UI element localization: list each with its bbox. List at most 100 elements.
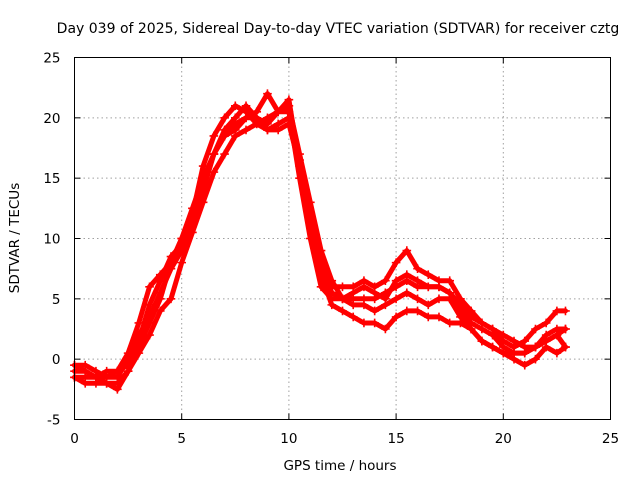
data-point — [231, 119, 240, 129]
data-point — [209, 149, 219, 159]
data-point — [391, 294, 401, 304]
data-point — [381, 300, 390, 310]
x-tick-label: 15 — [388, 431, 405, 447]
data-point — [241, 101, 251, 111]
data-point — [413, 282, 422, 292]
data-point — [499, 342, 508, 352]
data-point — [423, 312, 433, 322]
y-tick-label: 10 — [43, 232, 60, 248]
x-tick-label: 25 — [602, 431, 619, 447]
data-point — [381, 288, 390, 298]
data-point — [434, 282, 444, 292]
data-point — [541, 330, 551, 340]
data-point — [252, 119, 262, 129]
data-point — [413, 294, 422, 304]
data-point — [241, 125, 251, 135]
data-point — [499, 330, 508, 340]
data-point — [80, 366, 90, 376]
data-point — [273, 107, 283, 117]
data-point — [155, 276, 165, 286]
data-point — [552, 348, 562, 358]
data-point — [477, 336, 487, 346]
data-point — [466, 318, 476, 328]
data-point — [561, 324, 570, 334]
data-point — [370, 306, 379, 316]
series-group — [70, 89, 570, 394]
data-point — [198, 161, 208, 171]
data-point — [445, 276, 454, 286]
x-tick-label: 5 — [177, 431, 186, 447]
data-point — [456, 306, 465, 316]
y-axis-label: SDTVAR / TECUs — [7, 183, 23, 293]
data-point — [348, 312, 358, 322]
data-point — [391, 282, 401, 292]
data-point — [209, 167, 219, 177]
y-tick-label: -5 — [47, 413, 60, 429]
data-point — [306, 234, 315, 243]
data-point — [423, 282, 433, 292]
data-point — [327, 294, 337, 304]
data-point — [145, 330, 154, 340]
data-point — [509, 348, 519, 358]
data-point — [520, 348, 530, 358]
data-point — [295, 173, 304, 183]
data-point — [552, 324, 562, 334]
data-point — [413, 264, 422, 273]
data-point — [316, 282, 326, 292]
data-point — [338, 306, 347, 316]
data-point — [123, 366, 133, 376]
data-point — [123, 354, 133, 364]
data-point — [134, 318, 144, 328]
chart-title: Day 039 of 2025, Sidereal Day-to-day VTE… — [57, 21, 620, 37]
data-point — [359, 294, 369, 304]
data-point — [220, 113, 229, 123]
data-point — [284, 107, 294, 117]
data-point — [220, 131, 229, 141]
data-point — [113, 372, 122, 382]
data-point — [252, 107, 262, 117]
data-point — [370, 294, 379, 304]
data-point — [531, 324, 540, 334]
data-point — [402, 288, 412, 298]
x-axis-label: GPS time / hours — [283, 458, 396, 474]
data-point — [488, 330, 497, 340]
data-point — [359, 318, 369, 328]
data-point — [348, 294, 358, 304]
data-point — [488, 342, 497, 352]
data-point — [370, 318, 379, 328]
data-point — [338, 294, 347, 304]
y-tick-label: 15 — [43, 171, 60, 187]
data-point — [145, 282, 154, 292]
data-point — [177, 246, 186, 255]
data-point — [456, 318, 465, 328]
data-point — [198, 179, 208, 189]
data-point — [509, 336, 519, 346]
data-point — [402, 306, 412, 316]
data-point — [434, 294, 444, 304]
data-point — [391, 258, 401, 267]
data-point — [541, 318, 551, 328]
data-point — [91, 372, 101, 382]
y-tick-label: 0 — [52, 352, 61, 368]
data-point — [561, 306, 570, 316]
data-point — [231, 101, 240, 111]
data-point — [402, 246, 412, 255]
data-point — [166, 252, 176, 261]
data-point — [445, 318, 454, 328]
data-point — [263, 89, 272, 98]
data-point — [155, 306, 165, 316]
x-tick-label: 0 — [70, 431, 79, 447]
data-point — [80, 379, 90, 388]
data-point — [434, 312, 444, 322]
data-point — [145, 312, 154, 322]
data-point — [413, 306, 422, 316]
data-point — [541, 342, 551, 352]
y-tick-label: 20 — [43, 111, 60, 127]
data-point — [552, 306, 562, 316]
data-point — [531, 354, 540, 364]
data-point — [166, 264, 176, 273]
data-point — [231, 131, 240, 141]
data-point — [155, 288, 165, 298]
data-point — [134, 330, 144, 340]
data-point — [220, 149, 229, 159]
